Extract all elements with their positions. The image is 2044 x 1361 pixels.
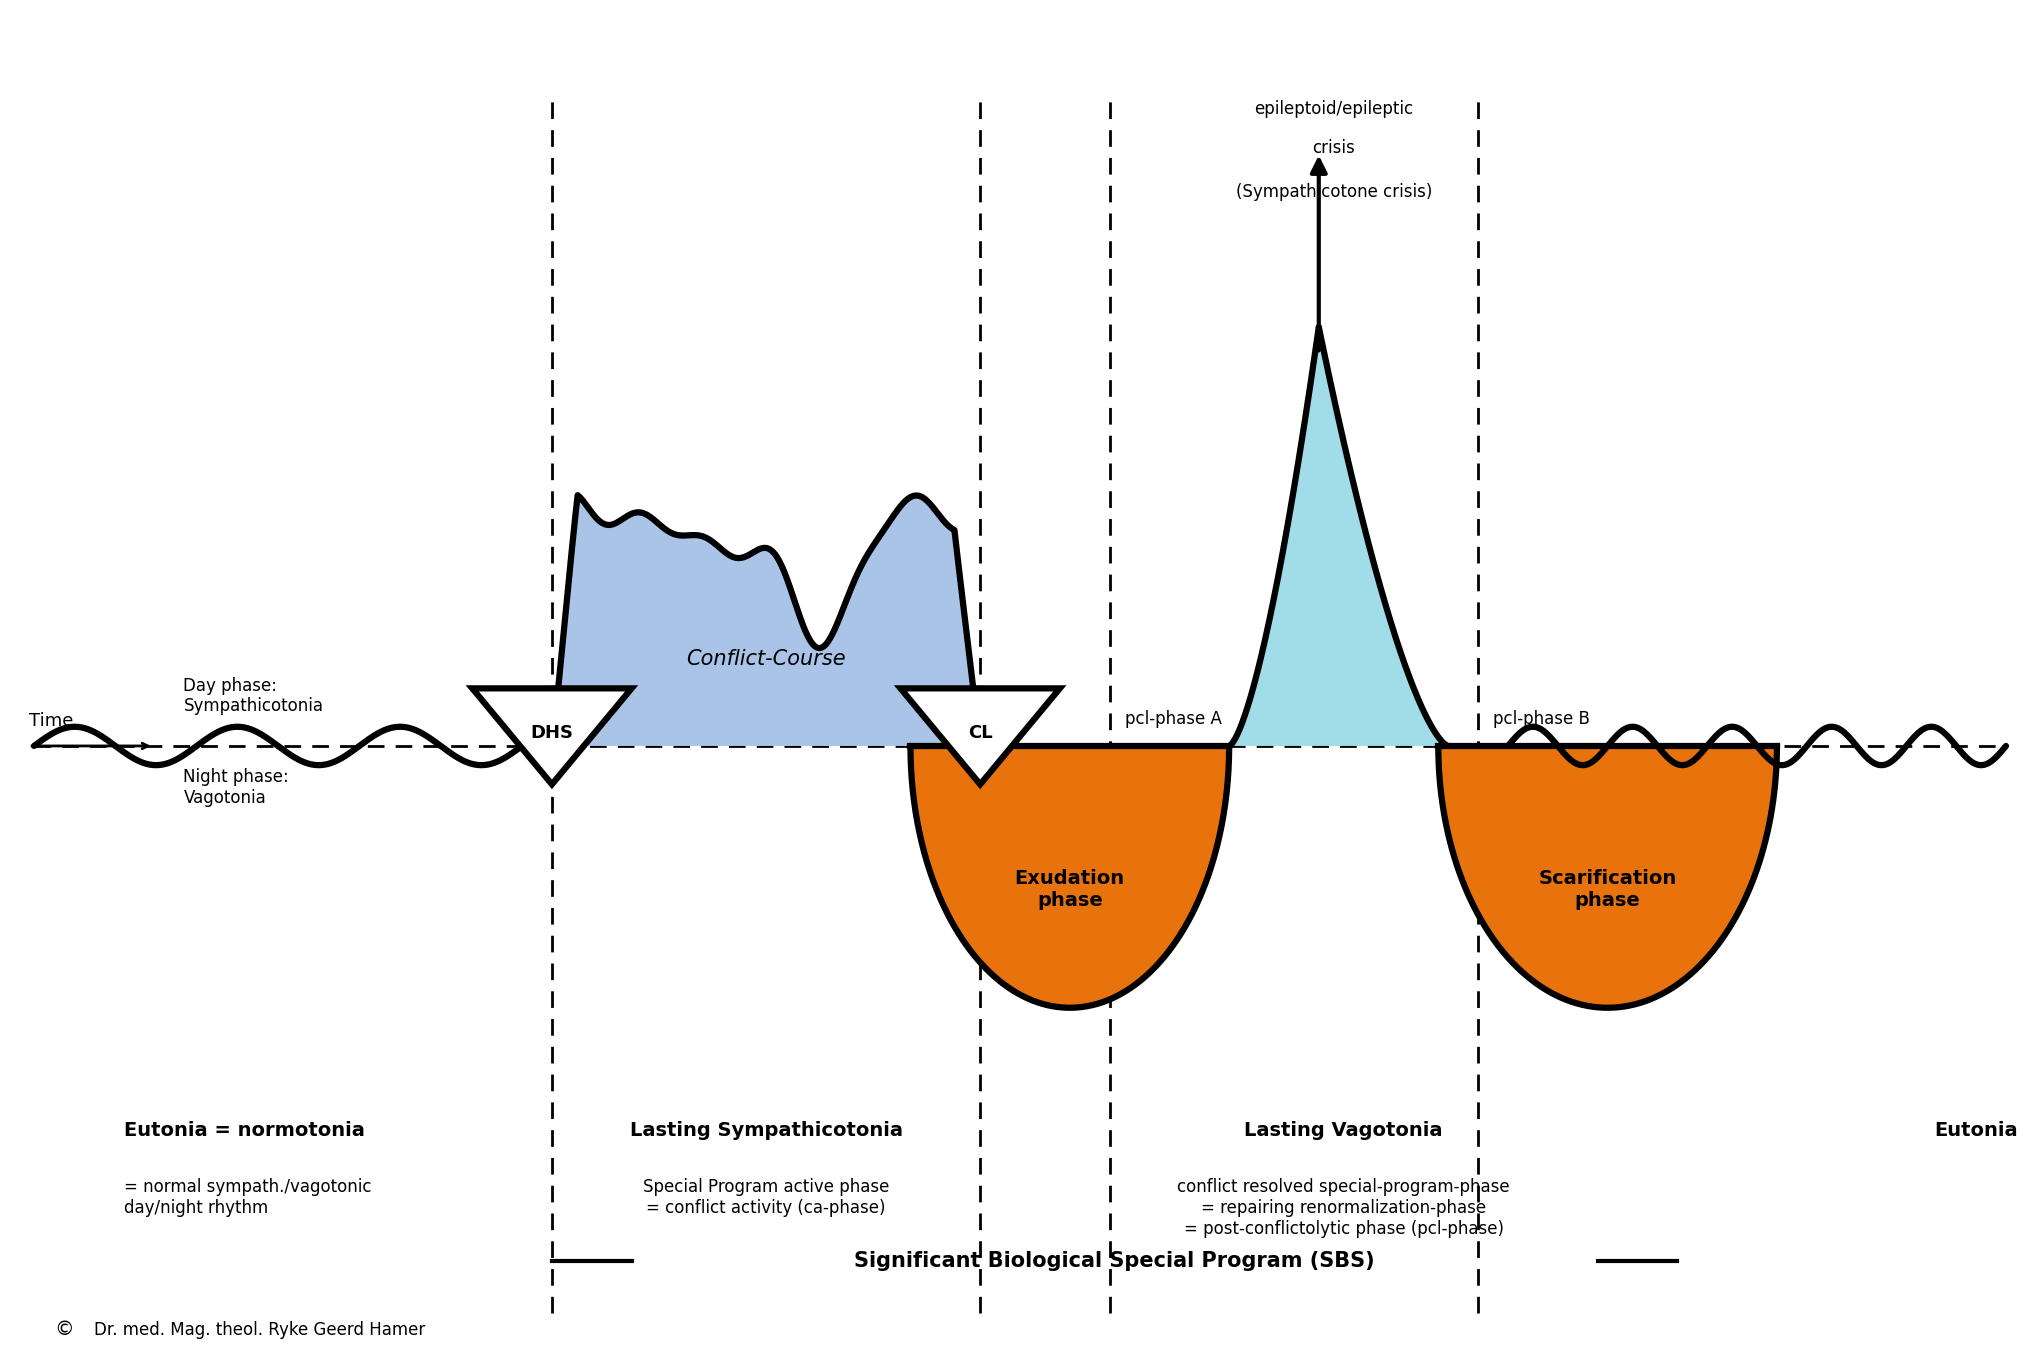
Polygon shape [472, 689, 632, 784]
Text: pcl-phase B: pcl-phase B [1492, 710, 1590, 728]
Text: Significant Biological Special Program (SBS): Significant Biological Special Program (… [854, 1251, 1376, 1271]
Text: Exudation
phase: Exudation phase [1014, 870, 1124, 911]
Polygon shape [901, 689, 1061, 784]
Text: Night phase:
Vagotonia: Night phase: Vagotonia [184, 768, 288, 807]
Text: = normal sympath./vagotonic
day/night rhythm: = normal sympath./vagotonic day/night rh… [125, 1177, 372, 1217]
Polygon shape [1439, 746, 1776, 1007]
Text: conflict resolved special-program-phase
= repairing renormalization-phase
= post: conflict resolved special-program-phase … [1177, 1177, 1511, 1237]
Polygon shape [1228, 327, 1449, 746]
Text: Special Program active phase
= conflict activity (ca-phase): Special Program active phase = conflict … [644, 1177, 889, 1217]
Text: epileptoid/epileptic: epileptoid/epileptic [1255, 99, 1412, 117]
Polygon shape [910, 746, 1228, 1007]
Text: CL: CL [969, 724, 993, 742]
Text: Day phase:
Sympathicotonia: Day phase: Sympathicotonia [184, 676, 323, 716]
Text: DHS: DHS [531, 724, 574, 742]
Text: (Sympathicotone crisis): (Sympathicotone crisis) [1235, 182, 1433, 200]
Text: ©: © [53, 1320, 74, 1339]
Text: Eutonia = normotonia: Eutonia = normotonia [125, 1121, 364, 1141]
Text: Time: Time [29, 712, 74, 731]
Polygon shape [552, 495, 981, 746]
Text: Lasting Vagotonia: Lasting Vagotonia [1245, 1121, 1443, 1141]
Text: Eutonia: Eutonia [1934, 1121, 2017, 1141]
Text: pcl-phase A: pcl-phase A [1124, 710, 1222, 728]
Text: Dr. med. Mag. theol. Ryke Geerd Hamer: Dr. med. Mag. theol. Ryke Geerd Hamer [94, 1322, 425, 1339]
Text: Scarification
phase: Scarification phase [1539, 870, 1676, 911]
Text: Lasting Sympathicotonia: Lasting Sympathicotonia [630, 1121, 903, 1141]
Text: Conflict-Course: Conflict-Course [687, 649, 846, 668]
Text: crisis: crisis [1312, 139, 1355, 157]
